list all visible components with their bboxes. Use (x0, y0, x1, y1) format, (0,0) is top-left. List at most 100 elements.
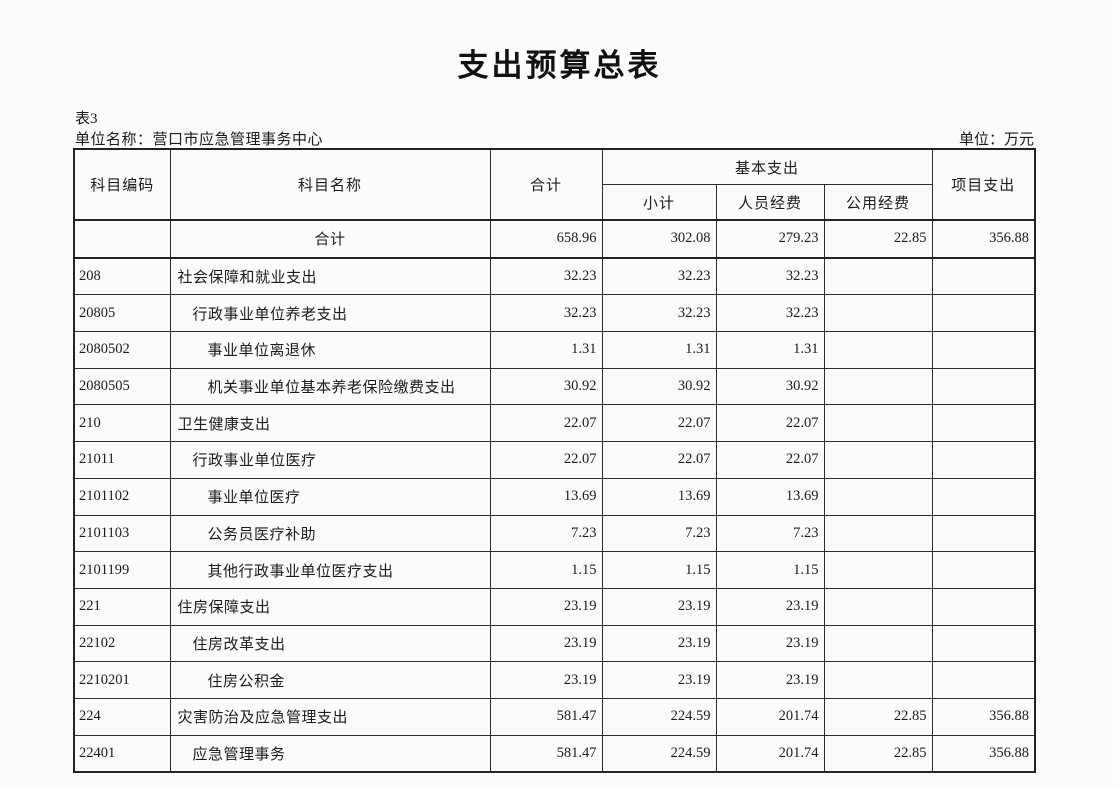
cell-subtotal: 32.23 (601, 257, 717, 296)
unit-name-label: 单位名称： (75, 132, 153, 148)
cell-public-funds (823, 514, 933, 553)
header-total: 合计 (489, 148, 603, 221)
cell-project-expenditure (931, 477, 1036, 516)
cell-total: 1.31 (489, 331, 603, 369)
header-row-2: 小计 人员经费 公用经费 (74, 184, 1035, 221)
cell-public-funds: 22.85 (823, 734, 933, 773)
currency-unit-label: 单位：万元 (958, 132, 1034, 148)
cell-personnel-funds: 23.19 (715, 624, 825, 663)
table-row: 221 住房保障支出 23.19 23.19 23.19 (73, 587, 1036, 626)
cell-public-funds (823, 294, 933, 333)
cell-subtotal: 30.92 (601, 367, 717, 406)
header-subtotal: 小计 (601, 184, 717, 221)
cell-subtotal: 224.59 (601, 734, 717, 773)
page-title: 支出预算总表 (457, 48, 662, 83)
table-row: 2210201 住房公积金 23.19 23.19 23.19 (73, 661, 1036, 699)
cell-personnel-funds: 23.19 (715, 587, 825, 626)
table-row: 2080505 机关事业单位基本养老保险缴费支出 30.92 30.92 30.92 (73, 367, 1036, 406)
cell-project-expenditure (931, 514, 1036, 553)
header-personnel-funds: 人员经费 (715, 184, 825, 221)
header-subject-name: 科目名称 (169, 148, 491, 221)
cell-personnel-funds: 32.23 (715, 257, 825, 296)
cell-subtotal: 22.07 (601, 404, 717, 443)
cell-subject-name: 事业单位医疗 (169, 477, 491, 516)
cell-subject-name: 灾害防治及应急管理支出 (169, 697, 491, 736)
cell-subject-code: 2080505 (73, 367, 171, 406)
table-row: 22401 应急管理事务 581.47 224.59 201.74 22.85 356.88 (73, 734, 1036, 773)
cell-total: 581.47 (489, 734, 603, 773)
cell-project-expenditure: 356.88 (931, 734, 1036, 773)
cell-personnel-funds: 30.92 (715, 367, 825, 406)
cell-subtotal: 224.59 (601, 697, 717, 736)
cell-personnel-funds: 22.07 (715, 441, 825, 479)
cell-subject-name: 合计 (169, 219, 491, 259)
cell-subject-code: 210 (73, 404, 171, 443)
cell-total: 658.96 (489, 219, 603, 259)
cell-personnel-funds: 13.69 (715, 477, 825, 516)
table-row: 2101199 其他行政事业单位医疗支出 1.15 1.15 1.15 (73, 551, 1036, 589)
cell-subject-name: 行政事业单位养老支出 (169, 294, 491, 333)
cell-subject-name: 住房改革支出 (169, 624, 491, 663)
table-row: 224 灾害防治及应急管理支出 581.47 224.59 201.74 22.85 356… (73, 697, 1036, 736)
header-subject-code: 科目编码 (73, 148, 171, 221)
table-row: 2080502 事业单位离退休 1.31 1.31 1.31 (73, 331, 1036, 369)
cell-project-expenditure (931, 624, 1036, 663)
cell-project-expenditure (931, 551, 1036, 589)
cell-subtotal: 23.19 (601, 587, 717, 626)
cell-project-expenditure (931, 404, 1036, 443)
table-row: 22102 住房改革支出 23.19 23.19 23.19 (73, 624, 1036, 663)
table-number-label: 表3 (75, 111, 98, 127)
table-row: 2101103 公务员医疗补助 7.23 7.23 7.23 (73, 514, 1036, 553)
header-row-1: 科目编码 科目名称 合计 基本支出 项目支出 (73, 148, 1036, 221)
cell-subject-code (73, 219, 171, 259)
cell-project-expenditure (931, 441, 1036, 479)
cell-public-funds (823, 587, 933, 626)
cell-total: 32.23 (489, 294, 603, 333)
cell-project-expenditure (931, 367, 1036, 406)
cell-subject-name: 公务员医疗补助 (169, 514, 491, 553)
cell-subtotal: 23.19 (601, 661, 717, 699)
cell-total: 30.92 (489, 367, 603, 406)
cell-public-funds (823, 624, 933, 663)
cell-public-funds (823, 661, 933, 699)
cell-public-funds: 22.85 (823, 697, 933, 736)
cell-total: 581.47 (489, 697, 603, 736)
cell-subtotal: 1.15 (601, 551, 717, 589)
table-row: 20805 行政事业单位养老支出 32.23 32.23 32.23 (73, 294, 1036, 333)
table-row: 208 社会保障和就业支出 32.23 32.23 32.23 (73, 257, 1036, 296)
cell-public-funds (823, 551, 933, 589)
cell-subject-name: 行政事业单位医疗 (169, 441, 491, 479)
cell-project-expenditure (931, 294, 1036, 333)
budget-table: 科目编码 科目名称 合计 基本支出 项目支出 小计 人员经费 公用经费 合计 65… (73, 148, 1036, 774)
cell-subject-code: 208 (73, 257, 171, 296)
cell-subtotal: 22.07 (601, 441, 717, 479)
cell-subtotal: 32.23 (601, 294, 717, 333)
cell-total: 23.19 (489, 624, 603, 663)
cell-personnel-funds: 32.23 (715, 294, 825, 333)
cell-subject-code: 22102 (73, 624, 171, 663)
cell-total: 23.19 (489, 587, 603, 626)
cell-public-funds (823, 441, 933, 479)
cell-personnel-funds: 22.07 (715, 404, 825, 443)
cell-subject-name: 社会保障和就业支出 (169, 257, 491, 296)
cell-public-funds: 22.85 (823, 219, 933, 259)
cell-project-expenditure (931, 331, 1036, 369)
table-row: 2101102 事业单位医疗 13.69 13.69 13.69 (73, 477, 1036, 516)
cell-total: 32.23 (489, 257, 603, 296)
cell-subject-code: 20805 (73, 294, 171, 333)
table-header: 科目编码 科目名称 合计 基本支出 项目支出 小计 人员经费 公用经费 (73, 148, 1036, 221)
cell-personnel-funds: 23.19 (715, 661, 825, 699)
cell-subtotal: 23.19 (601, 624, 717, 663)
cell-subject-code: 224 (73, 697, 171, 736)
cell-total: 22.07 (489, 404, 603, 443)
cell-total: 7.23 (489, 514, 603, 553)
table-body: 合计 658.96 302.08 279.23 22.85 356.88 208 社会保障和就… (73, 219, 1036, 773)
header-public-funds: 公用经费 (823, 184, 933, 221)
cell-public-funds (823, 331, 933, 369)
cell-subtotal: 13.69 (601, 477, 717, 516)
cell-subject-name: 住房公积金 (169, 661, 491, 699)
cell-subject-code: 221 (73, 587, 171, 626)
cell-subject-name: 事业单位离退休 (169, 331, 491, 369)
unit-name-value: 营口市应急管理事务中心 (152, 132, 324, 148)
cell-subtotal: 302.08 (601, 219, 717, 259)
